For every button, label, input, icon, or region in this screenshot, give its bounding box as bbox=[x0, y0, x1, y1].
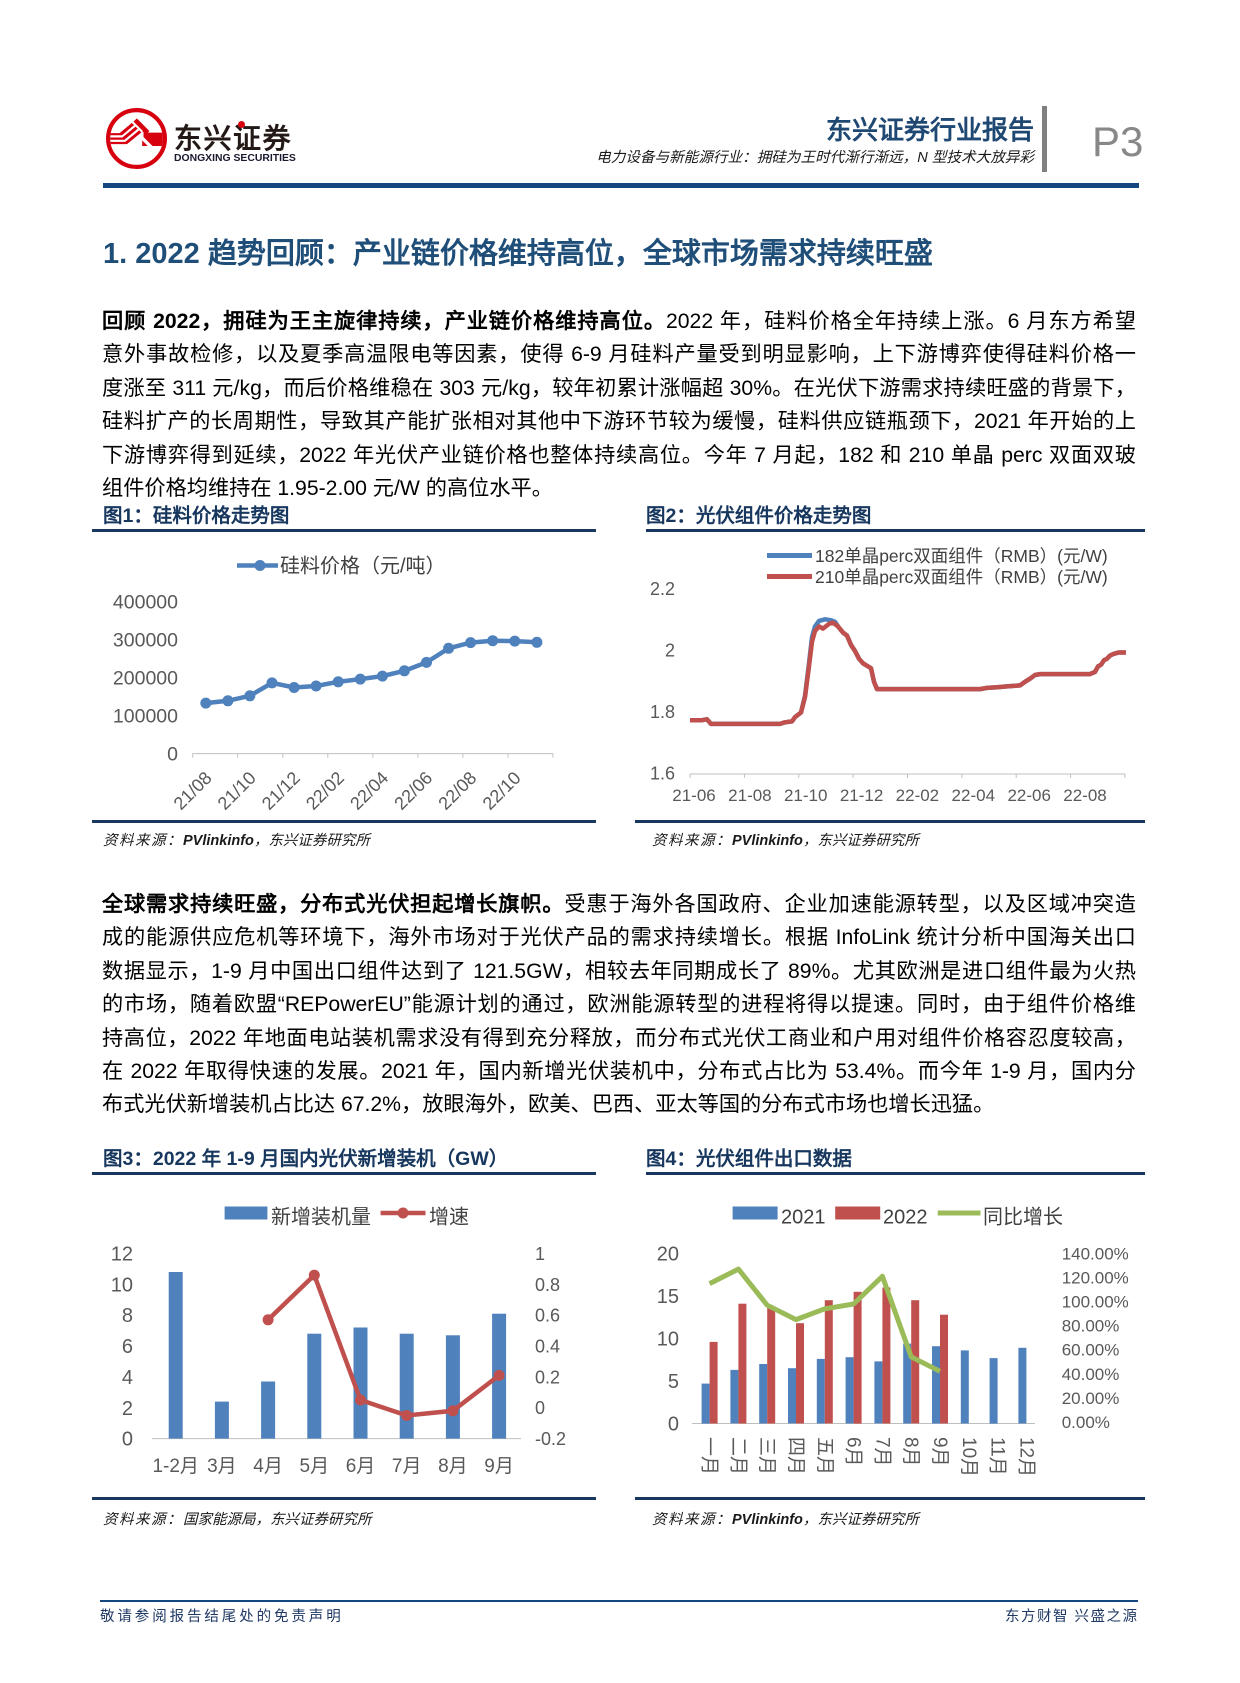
svg-text:11月: 11月 bbox=[987, 1437, 1008, 1476]
svg-text:2: 2 bbox=[665, 640, 675, 660]
svg-text:140.00%: 140.00% bbox=[1062, 1245, 1129, 1264]
svg-text:四月: 四月 bbox=[785, 1437, 806, 1475]
svg-text:400000: 400000 bbox=[113, 592, 178, 614]
svg-text:22/08: 22/08 bbox=[434, 768, 480, 814]
svg-text:200000: 200000 bbox=[113, 668, 178, 690]
svg-text:21/08: 21/08 bbox=[170, 768, 216, 814]
svg-text:增速: 增速 bbox=[429, 1206, 469, 1229]
svg-text:2: 2 bbox=[122, 1398, 133, 1420]
svg-text:12月: 12月 bbox=[1015, 1437, 1036, 1477]
svg-text:22/06: 22/06 bbox=[390, 768, 436, 814]
svg-text:40.00%: 40.00% bbox=[1062, 1365, 1120, 1384]
svg-text:新增装机量: 新增装机量 bbox=[271, 1206, 371, 1229]
svg-text:三月: 三月 bbox=[756, 1437, 777, 1475]
svg-text:22/10: 22/10 bbox=[479, 768, 525, 814]
svg-text:1-2月: 1-2月 bbox=[152, 1456, 198, 1477]
svg-text:15: 15 bbox=[657, 1286, 679, 1308]
svg-text:10: 10 bbox=[657, 1329, 679, 1351]
svg-text:60.00%: 60.00% bbox=[1062, 1341, 1120, 1360]
svg-text:21-06: 21-06 bbox=[672, 786, 715, 805]
svg-text:6: 6 bbox=[122, 1336, 133, 1358]
svg-text:4月: 4月 bbox=[253, 1456, 283, 1477]
svg-text:2022: 2022 bbox=[883, 1207, 928, 1229]
svg-text:0: 0 bbox=[122, 1429, 133, 1451]
svg-text:0: 0 bbox=[167, 744, 178, 766]
svg-text:22-06: 22-06 bbox=[1007, 786, 1050, 805]
svg-text:100.00%: 100.00% bbox=[1062, 1293, 1129, 1312]
svg-text:2.2: 2.2 bbox=[650, 579, 675, 599]
svg-text:1: 1 bbox=[535, 1244, 545, 1264]
svg-text:9月: 9月 bbox=[484, 1456, 514, 1477]
svg-text:20: 20 bbox=[657, 1244, 679, 1266]
svg-text:21/10: 21/10 bbox=[214, 768, 260, 814]
svg-text:2021: 2021 bbox=[781, 1207, 826, 1229]
svg-text:一月: 一月 bbox=[699, 1437, 720, 1475]
svg-text:7月: 7月 bbox=[871, 1437, 892, 1467]
svg-text:10: 10 bbox=[111, 1274, 133, 1296]
svg-text:300000: 300000 bbox=[113, 630, 178, 652]
svg-text:22-04: 22-04 bbox=[952, 786, 995, 805]
svg-text:10月: 10月 bbox=[958, 1437, 979, 1477]
svg-text:80.00%: 80.00% bbox=[1062, 1317, 1120, 1336]
svg-text:0.2: 0.2 bbox=[535, 1367, 560, 1387]
svg-text:1.8: 1.8 bbox=[650, 702, 675, 722]
svg-text:8月: 8月 bbox=[900, 1437, 921, 1467]
svg-text:21-08: 21-08 bbox=[728, 786, 771, 805]
svg-text:22-02: 22-02 bbox=[896, 786, 939, 805]
svg-text:210单晶perc双面组件（RMB）(元/W): 210单晶perc双面组件（RMB）(元/W) bbox=[815, 567, 1108, 587]
svg-text:0.8: 0.8 bbox=[535, 1275, 560, 1295]
svg-text:120.00%: 120.00% bbox=[1062, 1269, 1129, 1288]
svg-text:22-08: 22-08 bbox=[1063, 786, 1106, 805]
svg-text:7月: 7月 bbox=[392, 1456, 422, 1477]
svg-text:21-10: 21-10 bbox=[784, 786, 827, 805]
svg-text:9月: 9月 bbox=[929, 1437, 950, 1467]
svg-text:二月: 二月 bbox=[727, 1437, 748, 1475]
svg-text:8月: 8月 bbox=[438, 1456, 468, 1477]
svg-text:-0.2: -0.2 bbox=[535, 1429, 566, 1449]
svg-text:3月: 3月 bbox=[207, 1456, 237, 1477]
svg-text:0: 0 bbox=[668, 1414, 679, 1436]
svg-text:0.4: 0.4 bbox=[535, 1337, 560, 1357]
svg-text:22/04: 22/04 bbox=[346, 768, 392, 814]
svg-text:100000: 100000 bbox=[113, 706, 178, 728]
svg-text:4: 4 bbox=[122, 1367, 133, 1389]
svg-text:182单晶perc双面组件（RMB）(元/W): 182单晶perc双面组件（RMB）(元/W) bbox=[815, 546, 1108, 566]
svg-text:6月: 6月 bbox=[346, 1456, 376, 1477]
svg-text:5月: 5月 bbox=[300, 1456, 330, 1477]
svg-text:同比增长: 同比增长 bbox=[983, 1206, 1063, 1229]
svg-text:8: 8 bbox=[122, 1305, 133, 1327]
svg-text:五月: 五月 bbox=[814, 1437, 835, 1475]
svg-text:20.00%: 20.00% bbox=[1062, 1389, 1120, 1408]
svg-text:0.6: 0.6 bbox=[535, 1306, 560, 1326]
svg-text:21/12: 21/12 bbox=[258, 768, 304, 814]
svg-text:硅料价格（元/吨）: 硅料价格（元/吨） bbox=[280, 555, 446, 578]
svg-text:22/02: 22/02 bbox=[302, 768, 348, 814]
svg-text:12: 12 bbox=[111, 1244, 133, 1266]
svg-text:0.00%: 0.00% bbox=[1062, 1413, 1110, 1432]
svg-text:5: 5 bbox=[668, 1371, 679, 1393]
svg-text:0: 0 bbox=[535, 1398, 545, 1418]
svg-text:21-12: 21-12 bbox=[840, 786, 883, 805]
svg-text:1.6: 1.6 bbox=[650, 763, 675, 783]
svg-text:6月: 6月 bbox=[843, 1437, 864, 1467]
